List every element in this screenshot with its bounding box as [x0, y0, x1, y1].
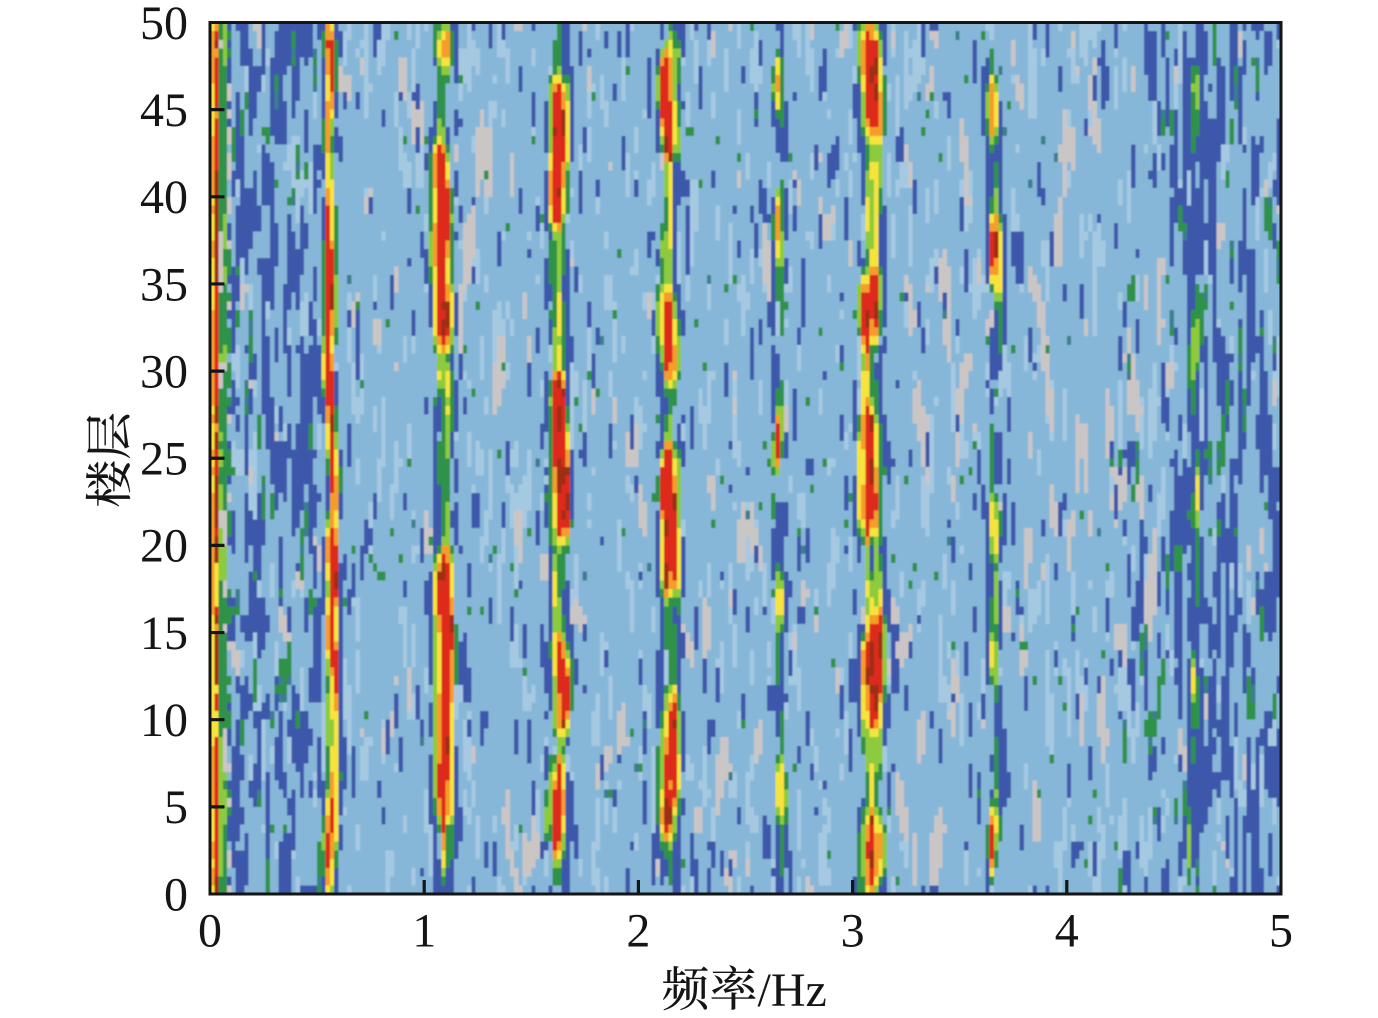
- svg-text:0: 0: [198, 904, 222, 957]
- svg-text:5: 5: [1269, 904, 1293, 957]
- svg-text:4: 4: [1055, 904, 1079, 957]
- svg-text:20: 20: [140, 520, 188, 573]
- svg-text:10: 10: [140, 694, 188, 747]
- svg-text:/Hz: /Hz: [758, 964, 827, 1017]
- svg-text:1: 1: [412, 904, 436, 957]
- svg-text:50: 50: [140, 0, 188, 50]
- svg-text:0: 0: [164, 868, 188, 921]
- svg-text:40: 40: [140, 171, 188, 224]
- svg-text:3: 3: [841, 904, 865, 957]
- svg-text:35: 35: [140, 258, 188, 311]
- svg-text:45: 45: [140, 84, 188, 137]
- svg-text:2: 2: [626, 904, 650, 957]
- svg-text:5: 5: [164, 781, 188, 834]
- svg-text:30: 30: [140, 345, 188, 398]
- svg-text:15: 15: [140, 607, 188, 660]
- svg-text:25: 25: [140, 433, 188, 486]
